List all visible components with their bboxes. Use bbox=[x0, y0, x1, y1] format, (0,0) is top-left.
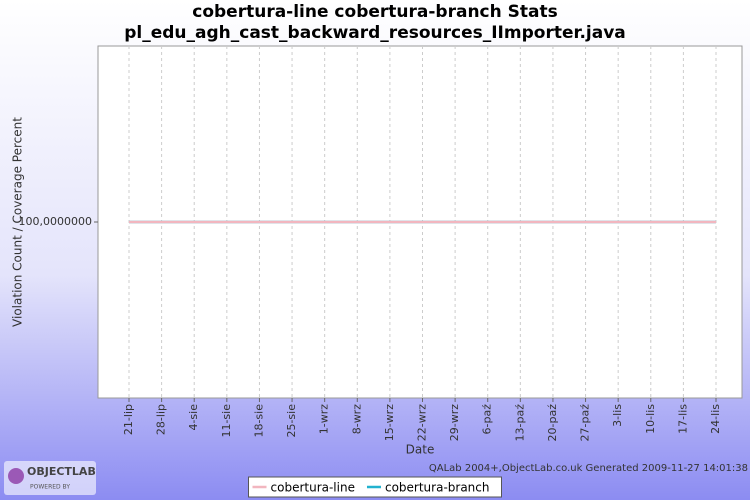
logo: OBJECTLAB POWERED BY bbox=[4, 461, 96, 495]
logo-box bbox=[4, 461, 96, 495]
x-tick-label: 27-paź bbox=[579, 404, 592, 442]
chart-subtitle: pl_edu_agh_cast_backward_resources_IImpo… bbox=[124, 23, 626, 43]
x-tick-label: 10-lis bbox=[644, 404, 657, 434]
x-tick-label: 11-sie bbox=[220, 404, 233, 438]
x-tick-label: 29-wrz bbox=[448, 404, 461, 441]
y-axis-label: Violation Count / Coverage Percent bbox=[11, 117, 25, 327]
x-tick-label: 21-lip bbox=[122, 404, 135, 435]
chart-title: cobertura-line cobertura-branch Stats bbox=[192, 2, 557, 22]
x-tick-label: 17-lis bbox=[676, 404, 689, 434]
x-tick-label: 6-paź bbox=[481, 404, 494, 435]
legend: cobertura-line cobertura-branch bbox=[248, 476, 502, 498]
x-tick-label: 22-wrz bbox=[416, 404, 429, 441]
x-tick-label: 13-paź bbox=[513, 404, 526, 442]
logo-subtext: POWERED BY bbox=[30, 484, 70, 491]
x-tick-label: 24-lis bbox=[709, 404, 722, 434]
x-tick-label: 3-lis bbox=[611, 404, 624, 427]
legend-label: cobertura-line bbox=[271, 481, 355, 495]
logo-text: OBJECTLAB bbox=[27, 465, 96, 478]
legend-label: cobertura-branch bbox=[385, 481, 490, 495]
x-tick-label: 20-paź bbox=[546, 404, 559, 442]
x-tick-label: 1-wrz bbox=[318, 404, 331, 434]
y-tick-label: 100,0000000 bbox=[19, 215, 92, 228]
x-tick-label: 4-sie bbox=[187, 404, 200, 431]
x-axis-label: Date bbox=[406, 443, 435, 457]
x-tick-label: 18-sie bbox=[252, 404, 265, 438]
x-tick-label: 28-lip bbox=[155, 404, 168, 435]
x-tick-label: 8-wrz bbox=[350, 404, 363, 434]
x-tick-label: 15-wrz bbox=[383, 404, 396, 441]
x-tick-label: 25-sie bbox=[285, 404, 298, 438]
footer: QALab 2004+,ObjectLab.co.uk Generated 20… bbox=[429, 463, 748, 474]
logo-icon bbox=[8, 468, 24, 484]
